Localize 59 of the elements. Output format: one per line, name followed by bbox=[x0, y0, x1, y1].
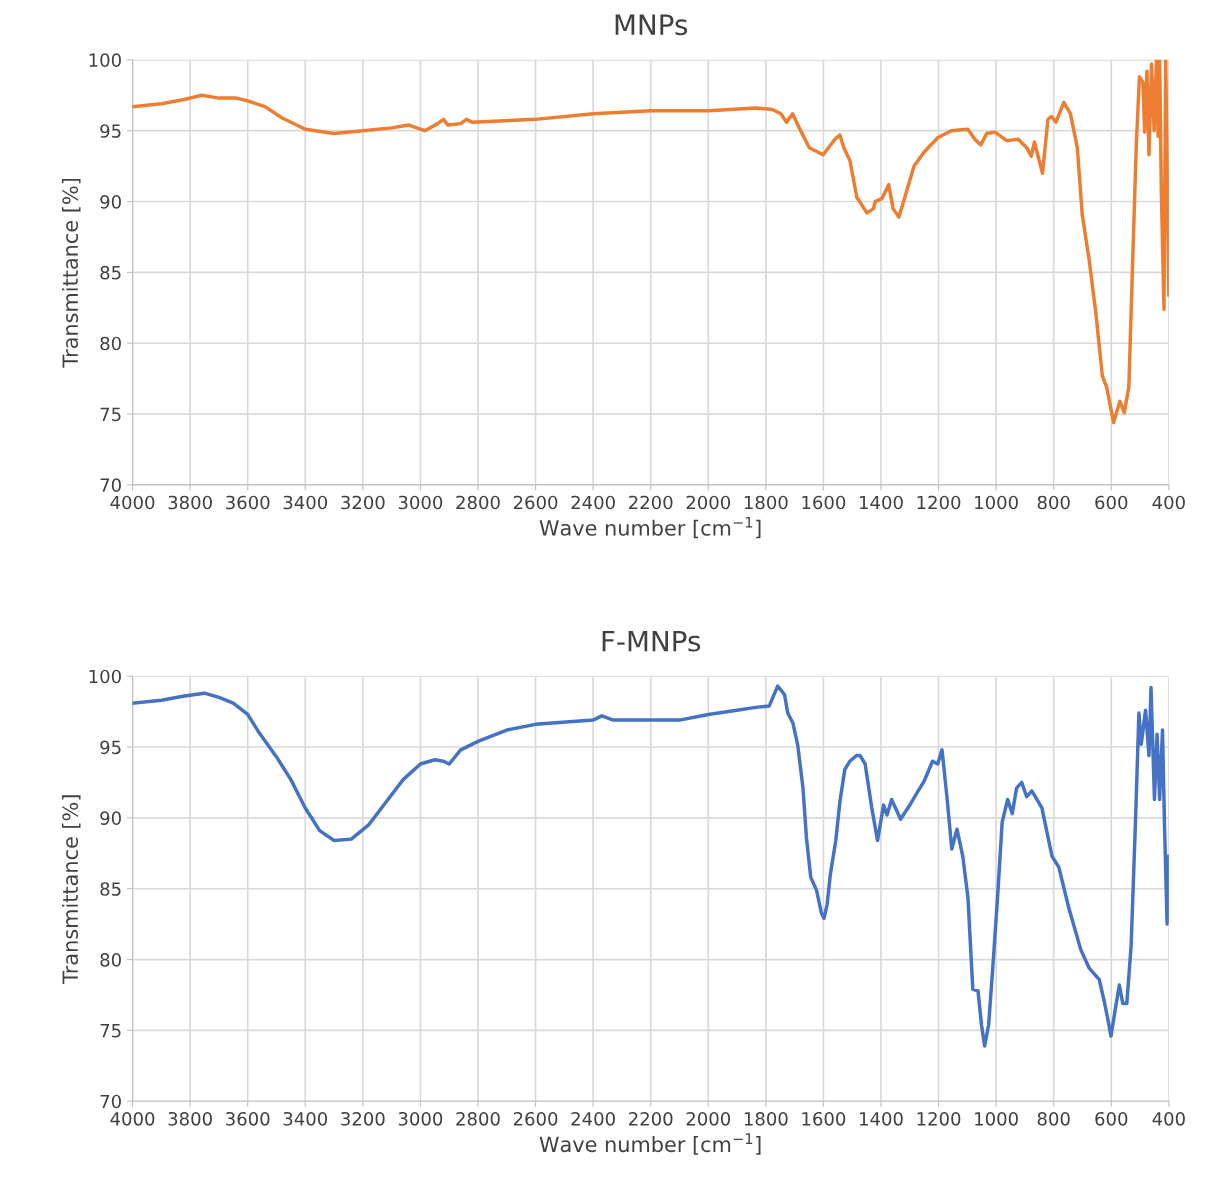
x-tick-label: 800 bbox=[1037, 495, 1070, 510]
y-tick-label: 95 bbox=[100, 124, 121, 138]
x-tick-label: 2200 bbox=[629, 1111, 673, 1126]
x-tick-label: 2800 bbox=[456, 1111, 500, 1126]
x-tick-label: 1600 bbox=[802, 495, 846, 510]
x-tick-label: 1400 bbox=[860, 495, 903, 510]
x-axis-title: Wave number [cm$^{−1}$] bbox=[539, 1133, 761, 1155]
x-tick-label: 2200 bbox=[629, 495, 673, 510]
y-tick-label: 100 bbox=[89, 53, 121, 67]
x-tick-label: 1800 bbox=[744, 1111, 788, 1126]
y-tick-label: 80 bbox=[100, 953, 121, 967]
x-tick-label: 400 bbox=[1152, 1111, 1185, 1126]
x-tick-label: 1600 bbox=[802, 1111, 846, 1126]
chart-title: MNPs bbox=[615, 14, 688, 36]
x-tick-label: 1400 bbox=[860, 1111, 903, 1126]
x-tick-label: 800 bbox=[1037, 1111, 1070, 1126]
x-tick-label: 600 bbox=[1095, 1111, 1128, 1126]
x-axis-title: Wave number [cm$^{−1}$] bbox=[539, 516, 761, 539]
x-tick-label: 3600 bbox=[226, 495, 270, 510]
chart-title: F-MNPs bbox=[602, 630, 701, 652]
line-series bbox=[132, 684, 1169, 1048]
y-tick-label: 85 bbox=[100, 265, 121, 280]
x-tick-label: 3400 bbox=[283, 495, 328, 510]
y-tick-label: 75 bbox=[100, 1024, 121, 1038]
x-tick-label: 2600 bbox=[513, 1111, 558, 1126]
y-axis-title: Transmittance [%] bbox=[61, 178, 81, 368]
x-tick-label: 2400 bbox=[571, 1111, 615, 1126]
x-tick-label: 400 bbox=[1152, 495, 1185, 510]
x-tick-label: 1200 bbox=[917, 1111, 961, 1126]
x-tick-label: 4000 bbox=[110, 1111, 155, 1126]
y-tick-label: 95 bbox=[100, 740, 121, 755]
x-tick-label: 4000 bbox=[110, 495, 155, 510]
x-tick-label: 600 bbox=[1095, 495, 1128, 510]
y-tick-label: 70 bbox=[100, 478, 121, 493]
x-tick-label: 2600 bbox=[513, 495, 558, 510]
y-tick-label: 70 bbox=[100, 1094, 121, 1109]
y-axis-title: Transmittance [%] bbox=[61, 795, 81, 984]
x-tick-label: 3000 bbox=[398, 1111, 443, 1126]
y-tick-label: 90 bbox=[100, 194, 121, 209]
y-tick-label: 100 bbox=[89, 669, 121, 684]
y-tick-label: 75 bbox=[100, 407, 121, 422]
x-tick-label: 3800 bbox=[168, 1111, 212, 1126]
x-tick-label: 1000 bbox=[975, 495, 1018, 510]
x-tick-label: 3400 bbox=[283, 1111, 328, 1126]
x-tick-label: 3000 bbox=[398, 495, 443, 510]
x-tick-label: 2000 bbox=[686, 1111, 731, 1126]
x-tick-label: 2400 bbox=[571, 495, 615, 510]
x-tick-label: 2000 bbox=[686, 495, 731, 510]
x-tick-label: 1800 bbox=[744, 495, 788, 510]
x-tick-label: 2800 bbox=[456, 495, 500, 510]
x-tick-label: 3800 bbox=[168, 495, 212, 510]
x-tick-label: 3200 bbox=[341, 1111, 385, 1126]
y-tick-label: 90 bbox=[100, 811, 121, 825]
x-tick-label: 3200 bbox=[341, 495, 385, 510]
x-tick-label: 1000 bbox=[975, 1111, 1018, 1126]
x-tick-label: 1200 bbox=[917, 495, 961, 510]
x-tick-label: 3600 bbox=[226, 1111, 270, 1126]
y-tick-label: 80 bbox=[100, 336, 121, 351]
y-tick-label: 85 bbox=[100, 882, 121, 896]
